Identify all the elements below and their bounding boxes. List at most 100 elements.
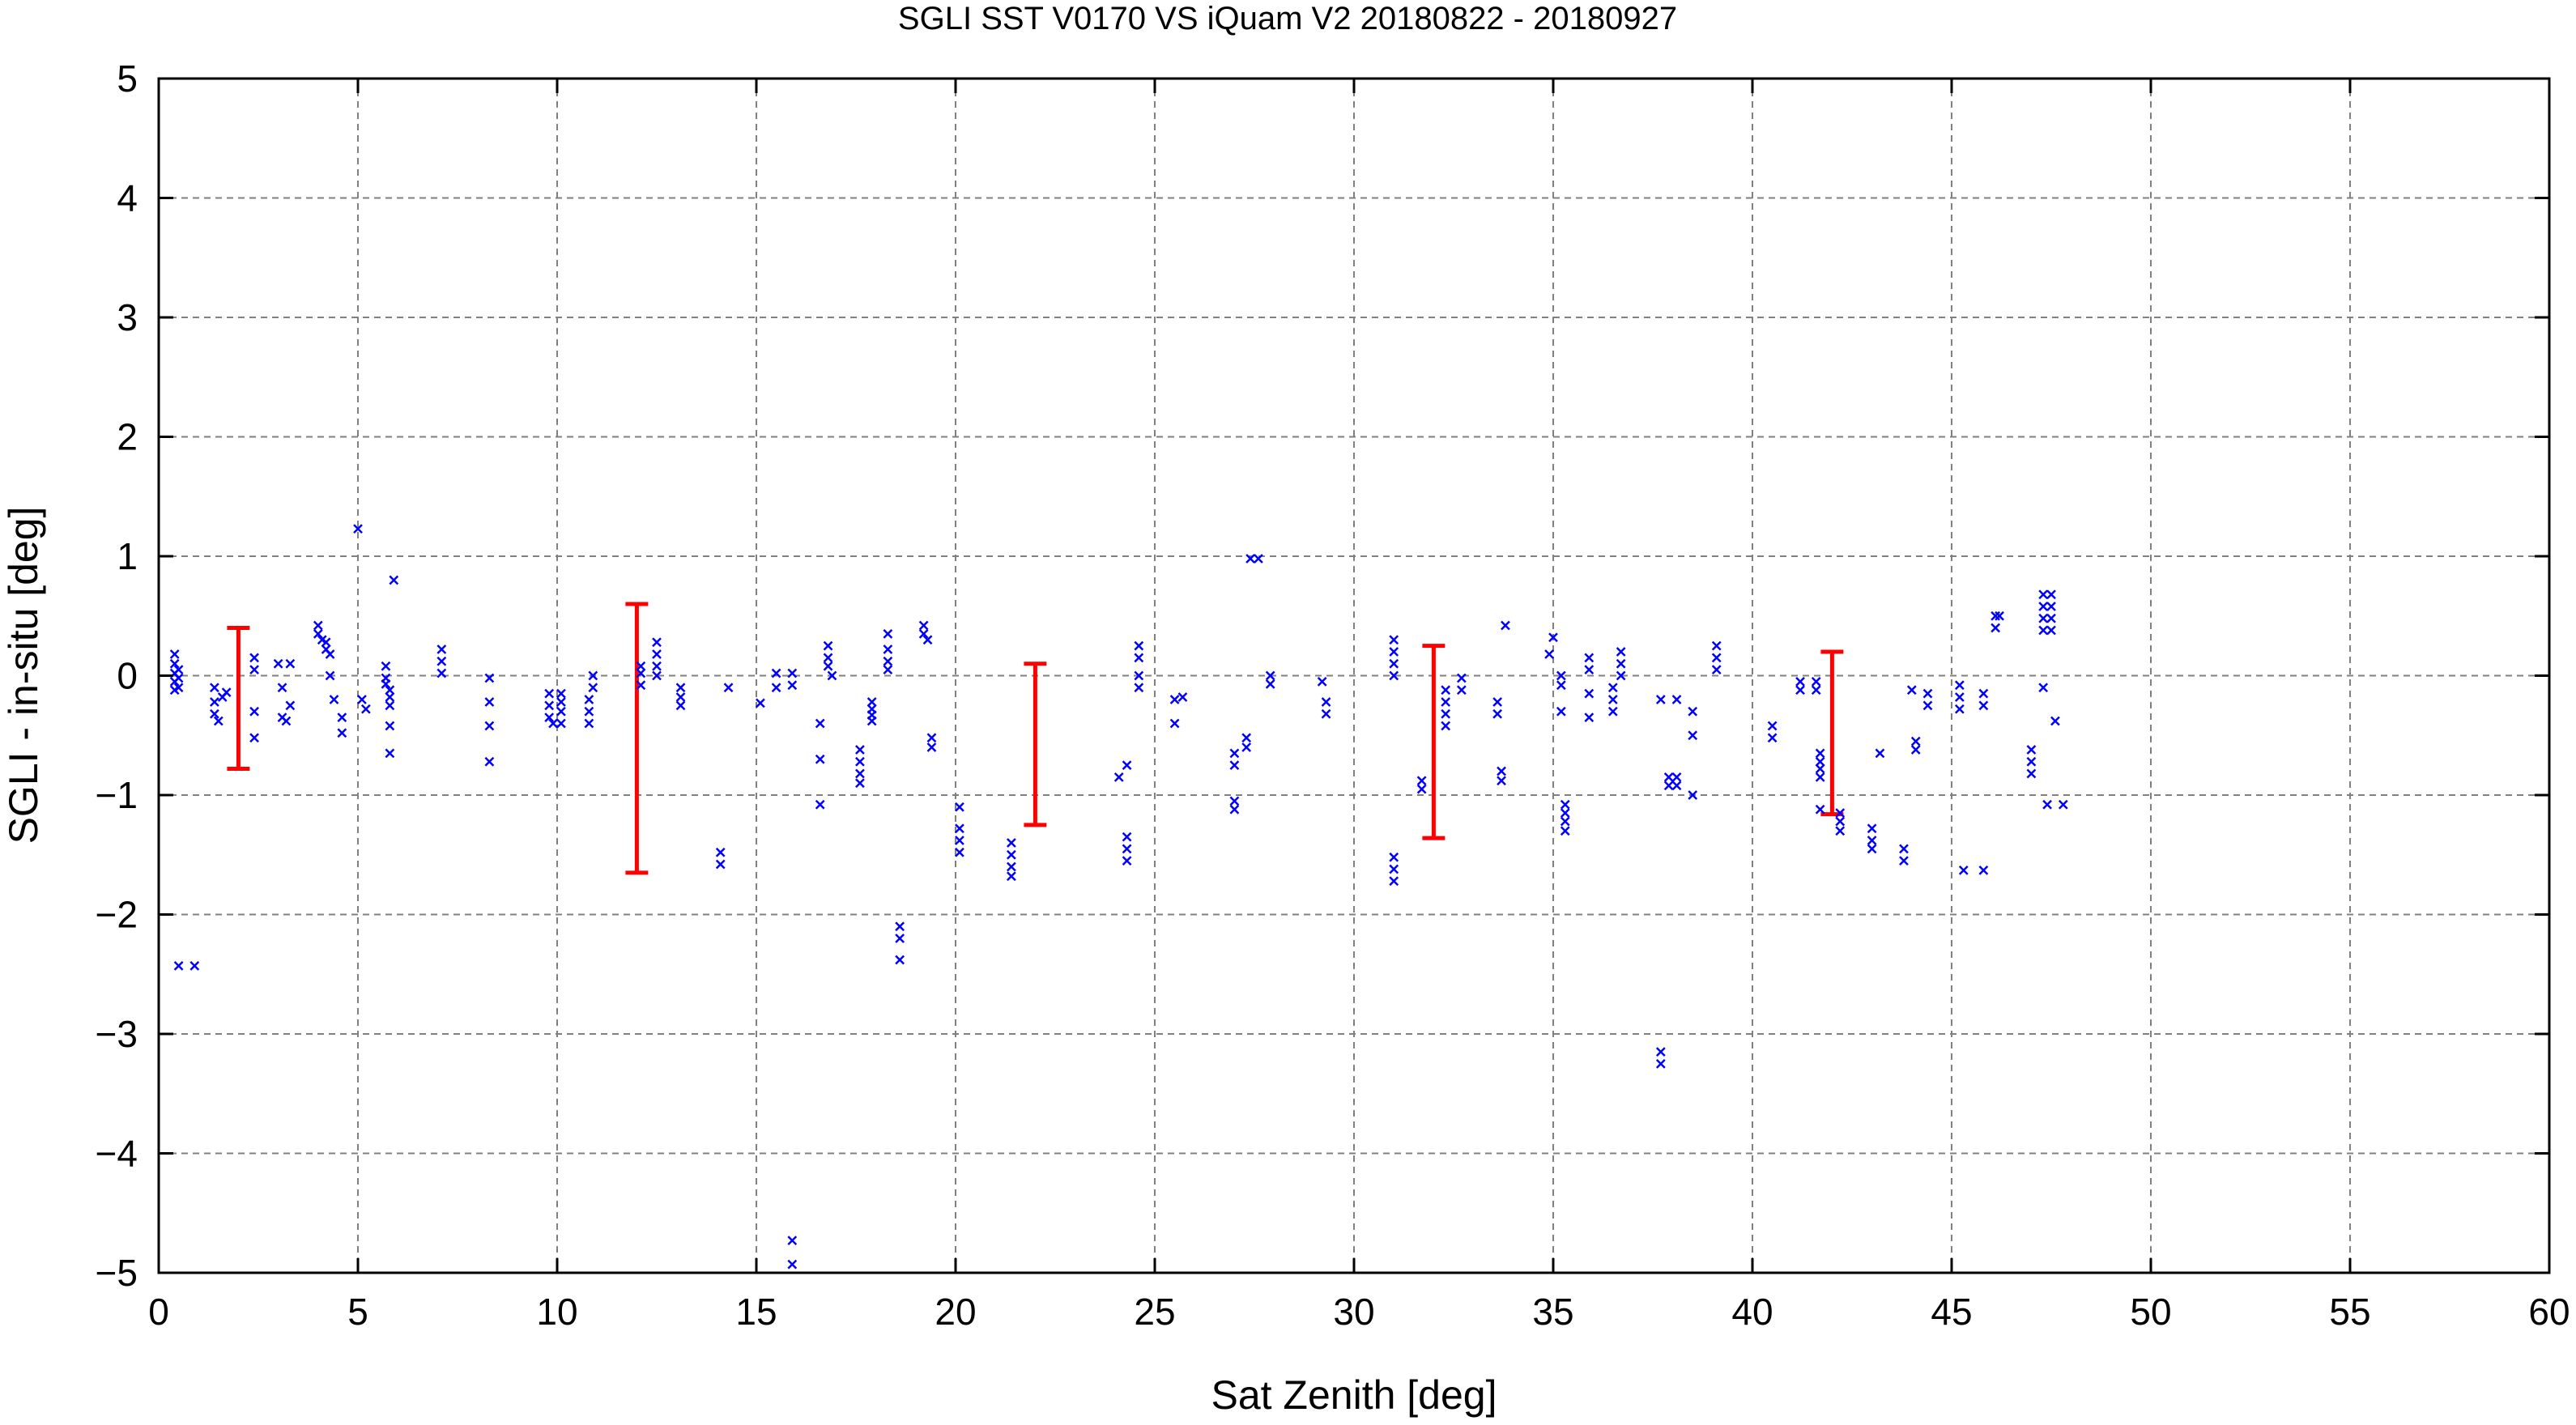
errorbar <box>1024 661 1047 827</box>
data-point <box>1815 764 1825 774</box>
data-point <box>1006 861 1016 872</box>
data-point <box>357 695 367 704</box>
data-point <box>173 683 184 693</box>
data-point <box>1711 665 1722 675</box>
data-point <box>544 712 555 723</box>
data-point <box>815 754 825 764</box>
data-point <box>249 706 259 717</box>
data-point <box>1006 849 1016 860</box>
data-point <box>1835 808 1846 819</box>
data-point <box>2046 602 2056 611</box>
x-tick-label: 30 <box>1333 1291 1374 1333</box>
data-point <box>329 695 339 704</box>
data-point <box>1815 772 1825 782</box>
data-point <box>2026 745 2037 755</box>
data-point <box>2050 716 2060 726</box>
data-point <box>1389 852 1399 862</box>
data-point <box>1711 640 1722 651</box>
data-point <box>1835 826 1846 836</box>
y-tick-label: −4 <box>96 1133 138 1175</box>
data-point <box>1501 620 1510 631</box>
x-tick-label: 25 <box>1134 1291 1175 1333</box>
data-point <box>1688 730 1698 741</box>
data-point <box>1671 772 1682 782</box>
data-point <box>584 718 594 729</box>
data-point <box>249 733 259 743</box>
data-point <box>584 695 594 704</box>
data-point <box>556 697 566 707</box>
data-point <box>1867 844 1877 854</box>
data-point <box>1122 760 1132 771</box>
data-points <box>169 524 2068 1270</box>
data-point <box>209 683 219 693</box>
data-point <box>1607 683 1618 693</box>
data-point <box>1978 866 1989 875</box>
data-point <box>918 628 929 639</box>
data-point <box>883 656 893 666</box>
data-point <box>1922 688 1933 699</box>
data-point <box>827 670 837 681</box>
data-point <box>1441 708 1451 719</box>
data-point <box>1584 665 1595 675</box>
data-point <box>823 640 833 651</box>
data-point <box>866 716 877 726</box>
data-point <box>281 716 292 726</box>
data-point <box>313 628 323 639</box>
data-point <box>588 683 598 693</box>
data-point <box>1954 692 1965 702</box>
data-point <box>556 688 566 699</box>
data-point <box>1867 823 1877 834</box>
errorbar <box>625 602 649 875</box>
data-point <box>544 700 555 711</box>
data-point <box>855 778 865 789</box>
data-point <box>1456 685 1467 695</box>
x-tick-label: 10 <box>536 1291 577 1333</box>
data-point <box>249 653 259 663</box>
data-point <box>675 700 686 711</box>
data-point <box>771 668 781 678</box>
y-tick-label: 3 <box>117 296 138 338</box>
y-tick-label: 0 <box>117 655 138 697</box>
data-point <box>1169 718 1180 729</box>
data-point <box>313 620 323 631</box>
data-point <box>325 649 335 659</box>
data-point <box>1991 623 2001 633</box>
data-point <box>173 673 184 683</box>
data-point <box>1241 733 1252 743</box>
data-point <box>636 680 646 691</box>
data-point <box>1616 670 1626 681</box>
data-point <box>385 700 395 711</box>
data-point <box>895 934 905 943</box>
data-point <box>1492 708 1503 719</box>
data-point <box>955 802 964 812</box>
data-point <box>484 721 495 731</box>
data-point <box>285 658 296 669</box>
data-point <box>1389 876 1399 887</box>
data-point <box>1811 685 1821 695</box>
data-point <box>883 644 893 654</box>
data-point <box>1811 676 1821 687</box>
data-point <box>1958 866 1969 875</box>
data-point <box>815 718 825 729</box>
data-point <box>1416 784 1427 794</box>
data-point <box>1497 766 1506 776</box>
data-point <box>1995 610 2004 621</box>
errorbar <box>1422 644 1446 840</box>
y-tick-label: 5 <box>117 57 138 100</box>
data-point <box>1265 670 1275 681</box>
data-point <box>1616 647 1626 657</box>
data-point <box>1767 721 1778 731</box>
errorbar <box>227 626 250 772</box>
data-point <box>636 661 646 671</box>
data-point <box>1441 697 1451 707</box>
data-point <box>385 692 395 702</box>
data-point <box>1867 836 1877 845</box>
y-tick-label: −2 <box>96 894 138 936</box>
data-point <box>2042 799 2052 810</box>
data-point <box>1492 697 1503 707</box>
data-point <box>1910 745 1921 755</box>
grid <box>159 79 2549 1273</box>
data-point <box>815 799 825 810</box>
data-point <box>636 668 646 678</box>
data-point <box>277 683 287 693</box>
